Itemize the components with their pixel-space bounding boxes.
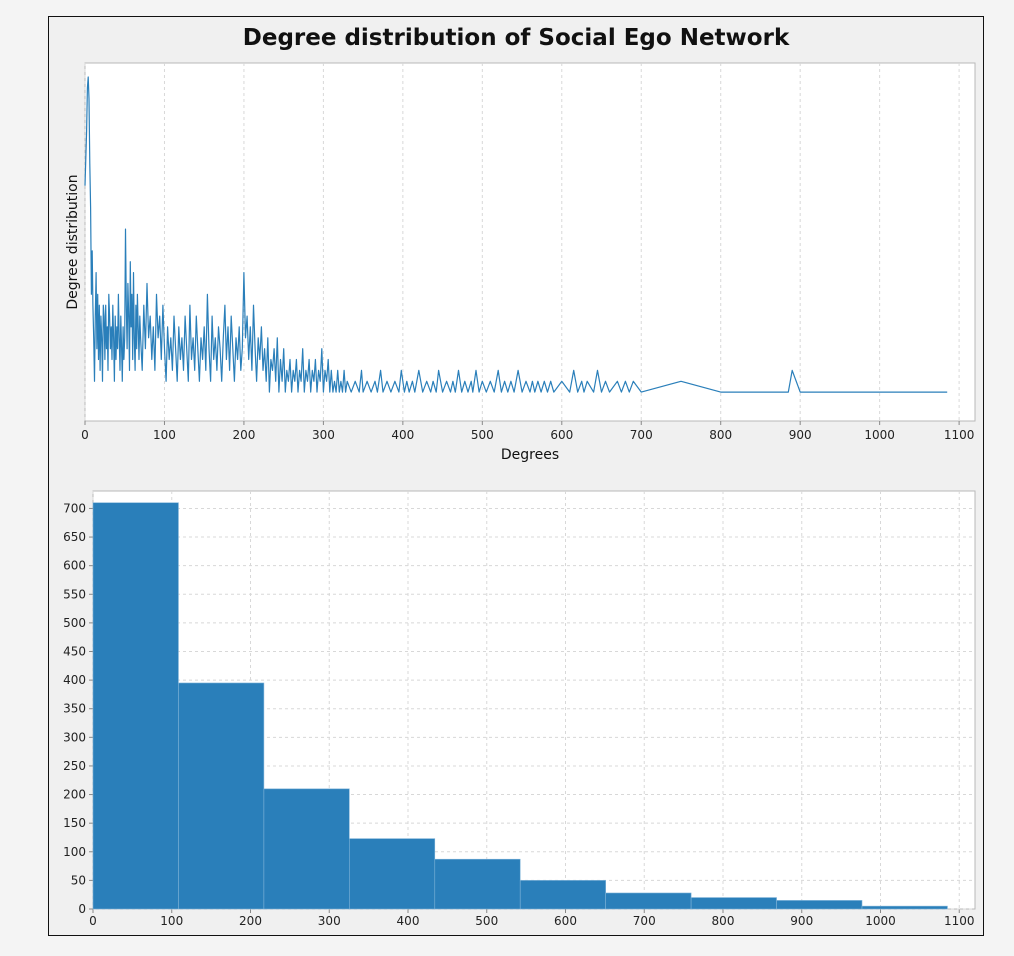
- chart-window: Degree distribution of Social Ego Networ…: [48, 16, 984, 936]
- chart-title: Degree distribution of Social Ego Networ…: [242, 25, 790, 51]
- histogram-bar: [690, 897, 777, 910]
- degree-series-line: [84, 76, 948, 393]
- hist-y-tick-label: 650: [63, 530, 86, 544]
- line-x-tick-label: 800: [709, 428, 732, 442]
- line-x-tick-label: 300: [312, 428, 335, 442]
- histogram-bar: [861, 905, 948, 910]
- line-x-tick-label: 1000: [864, 428, 895, 442]
- line-x-tick-label: 200: [232, 428, 255, 442]
- histogram-bar: [92, 502, 179, 910]
- histogram-bar: [263, 788, 350, 910]
- hist-x-tick-label: 1100: [944, 914, 975, 928]
- hist-x-tick-label: 1000: [865, 914, 896, 928]
- line-x-tick-label: 600: [550, 428, 573, 442]
- line-x-axis-label: Degrees: [501, 447, 559, 463]
- hist-y-tick-label: 500: [63, 616, 86, 630]
- chart-canvas: 0 100 200 300 400 500 600 700 800 900 1000 1100Degr…: [63, 62, 976, 928]
- hist-x-tick-label: 700: [633, 914, 656, 928]
- line-x-tick-label: 1100: [944, 428, 975, 442]
- hist-y-tick-label: 300: [63, 730, 86, 744]
- hist-y-tick-label: 200: [63, 788, 86, 802]
- histogram-bar: [519, 880, 606, 910]
- histogram-bar: [434, 858, 521, 910]
- histogram-bar: [349, 838, 436, 910]
- line-x-tick-label: 900: [789, 428, 812, 442]
- line-x-tick-label: 0: [81, 428, 89, 442]
- hist-y-tick-label: 350: [63, 702, 86, 716]
- hist-y-tick-label: 600: [63, 559, 86, 573]
- hist-y-tick-label: 550: [63, 587, 86, 601]
- hist-y-tick-label: 250: [63, 759, 86, 773]
- line-x-tick-label: 100: [153, 428, 176, 442]
- hist-y-tick-label: 0: [78, 902, 86, 916]
- line-y-axis-label: Degree distribution: [65, 174, 81, 309]
- histogram-bar: [776, 900, 863, 910]
- hist-x-tick-label: 800: [712, 914, 735, 928]
- hist-x-tick-label: 600: [554, 914, 577, 928]
- hist-y-tick-label: 700: [63, 501, 86, 515]
- hist-x-tick-label: 0: [89, 914, 97, 928]
- histogram-bar: [178, 682, 265, 910]
- hist-x-tick-label: 400: [397, 914, 420, 928]
- line-x-tick-label: 700: [630, 428, 653, 442]
- hist-x-tick-label: 200: [239, 914, 262, 928]
- hist-y-tick-label: 150: [63, 816, 86, 830]
- hist-x-tick-label: 500: [475, 914, 498, 928]
- hist-x-tick-label: 100: [160, 914, 183, 928]
- hist-y-tick-label: 100: [63, 845, 86, 859]
- histogram-bar: [605, 892, 692, 910]
- hist-x-tick-label: 300: [318, 914, 341, 928]
- hist-y-tick-label: 400: [63, 673, 86, 687]
- hist-y-tick-label: 50: [71, 873, 86, 887]
- line-x-tick-label: 400: [391, 428, 414, 442]
- hist-x-tick-label: 900: [790, 914, 813, 928]
- hist-y-tick-label: 450: [63, 645, 86, 659]
- line-plot-area: [84, 62, 976, 422]
- line-x-tick-label: 500: [471, 428, 494, 442]
